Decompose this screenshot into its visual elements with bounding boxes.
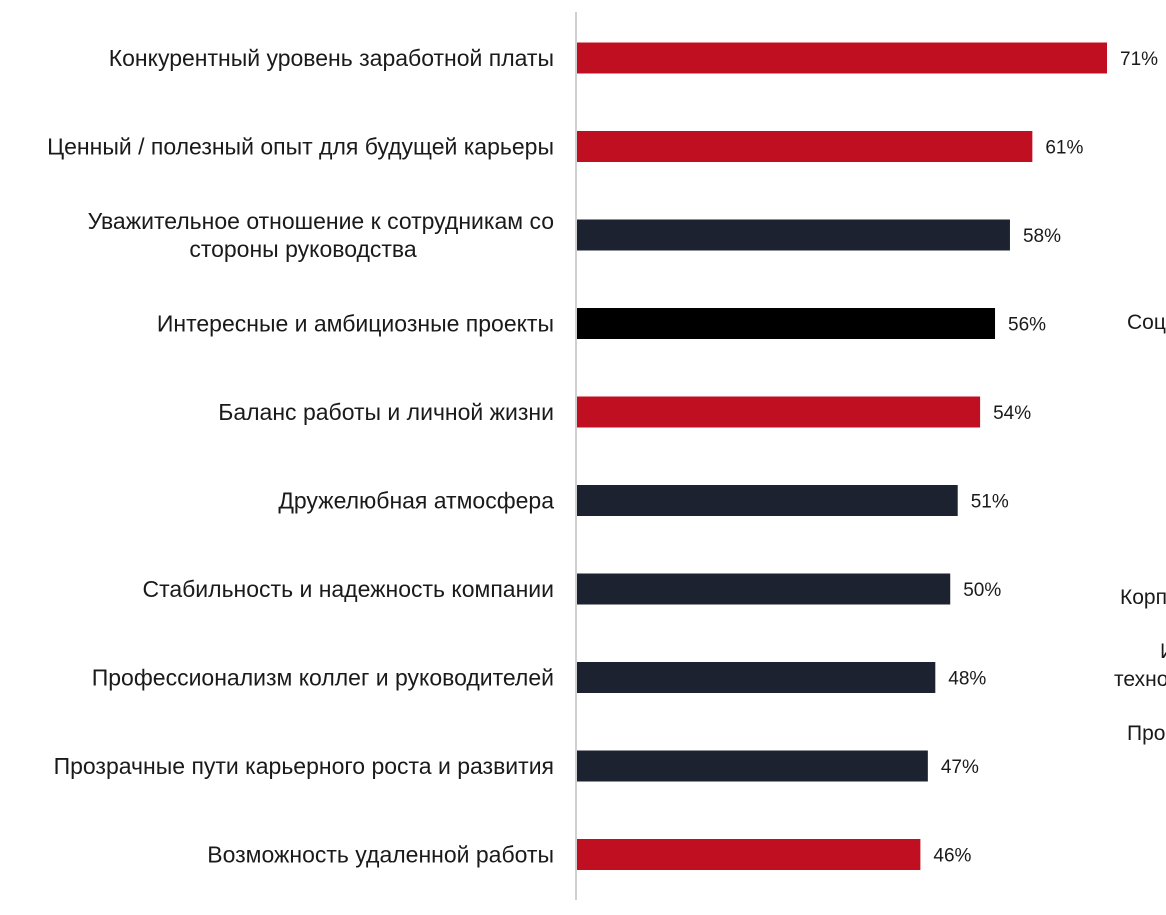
cropped-text: техно [1114,668,1166,691]
category-label-line: Прозрачные пути карьерного роста и разви… [54,753,554,779]
bar [577,662,936,693]
value-label: 50% [963,580,1001,601]
bar [577,396,981,428]
cropped-text: Про [1127,722,1165,745]
value-label: 56% [1008,315,1046,336]
value-label: 47% [941,757,979,778]
bar [577,42,1107,74]
category-label: Уважительное отношение к сотрудникам со с… [88,208,554,262]
bar [577,573,951,605]
bars-layer: 71% Конкурентный уровень заработной платы… [47,42,1158,870]
cropped-text: Корп [1120,586,1166,609]
category-label-line: Уважительное отношение к сотрудникам со [88,208,554,234]
value-label: 71% [1120,49,1158,70]
category-label-line: Интересные и амбициозные проекты [157,311,554,337]
cropped-adjacent-panel: Соц Корп И техно Про [1114,311,1166,745]
bar [577,485,958,516]
value-label: 48% [948,669,986,690]
bar [577,750,928,782]
bar [577,308,996,339]
category-label-line: Возможность удаленной работы [207,842,554,868]
category-label-line: стороны руководства [189,236,417,262]
category-label-line: Конкурентный уровень заработной платы [109,45,554,71]
category-label: Ценный / полезный опыт для будущей карье… [47,134,554,160]
category-label-line: Стабильность и надежность компании [142,576,554,602]
bar [577,839,921,870]
category-label: Прозрачные пути карьерного роста и разви… [54,753,554,779]
category-label: Стабильность и надежность компании [142,576,554,602]
category-label: Конкурентный уровень заработной платы [109,45,554,71]
category-label: Дружелюбная атмосфера [278,488,554,514]
cropped-text: И [1160,640,1166,663]
category-label-line: Профессионализм коллег и руководителей [92,665,554,691]
cropped-text: Соц [1127,311,1166,334]
value-label: 54% [993,403,1031,424]
value-label: 58% [1023,226,1061,247]
value-label: 61% [1045,138,1083,159]
bar [577,131,1033,162]
bar [577,219,1010,251]
category-label: Баланс работы и личной жизни [218,399,554,425]
value-label: 51% [971,492,1009,513]
category-label-line: Дружелюбная атмосфера [278,488,554,514]
category-label-line: Баланс работы и личной жизни [218,399,554,425]
category-label: Интересные и амбициозные проекты [157,311,554,337]
category-label: Возможность удаленной работы [207,842,554,868]
category-label: Профессионализм коллег и руководителей [92,665,554,691]
value-label: 46% [933,846,971,867]
category-label-line: Ценный / полезный опыт для будущей карье… [47,134,554,160]
